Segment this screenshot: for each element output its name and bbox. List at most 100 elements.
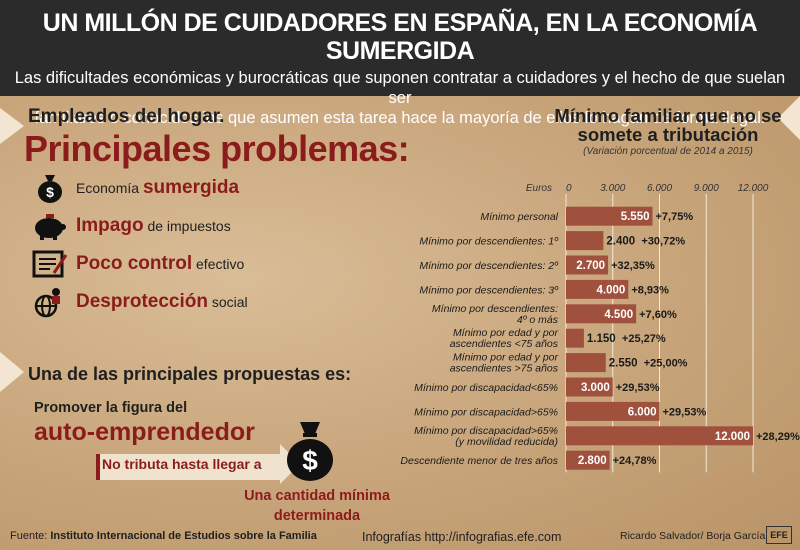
value-label: 2.550: [609, 358, 638, 370]
value-label: 2.800: [578, 455, 607, 467]
category-label: Mínimo por discapacidad<65%: [414, 382, 558, 394]
efe-logo: EFE: [766, 526, 792, 544]
promote-text: Promover la figura del: [34, 400, 188, 416]
header-banner: UN MILLÓN DE CUIDADORES EN ESPAÑA, EN LA…: [0, 0, 800, 127]
no-tributa-text: No tributa hasta llegar a: [102, 456, 262, 472]
category-label: ascendientes >75 años: [450, 363, 559, 375]
arrow-tab-icon: [778, 96, 800, 140]
chart-title: Mínimo familiar que no se somete a tribu…: [548, 106, 788, 144]
x-tick-label: 12.000: [738, 183, 769, 194]
svg-text:$: $: [46, 184, 54, 200]
bar: [566, 231, 604, 251]
problem-post: de impuestos: [143, 218, 231, 234]
x-tick-label: 3.000: [600, 183, 625, 194]
change-label: +24,78%: [613, 455, 657, 467]
problem-highlight: sumergida: [142, 177, 240, 198]
category-label: Mínimo por descendientes: 3º: [419, 284, 559, 296]
source-label: Fuente:: [10, 530, 51, 542]
problem-item: Impago de impuestos: [30, 210, 231, 242]
bar: [566, 206, 653, 226]
value-label: 2.400: [606, 236, 635, 248]
change-label: +7,75%: [655, 211, 693, 223]
chart-title-line-1: Mínimo familiar que no se: [554, 105, 782, 126]
value-label: 6.000: [628, 406, 657, 418]
problem-pre: Economía: [76, 180, 143, 196]
bar: [566, 450, 610, 470]
value-label: 5.550: [621, 211, 650, 223]
axis-unit-label: Euros: [526, 183, 552, 194]
page-title: UN MILLÓN DE CUIDADORES EN ESPAÑA, EN LA…: [42, 9, 758, 65]
bar: [566, 279, 629, 299]
category-label: Descendiente menor de tres años: [400, 455, 558, 467]
change-label: +29,53%: [616, 382, 660, 394]
bar: [566, 328, 584, 348]
category-label: Mínimo personal: [480, 211, 558, 223]
section-title: Principales problemas:: [24, 128, 410, 169]
piggy-bank-icon: [30, 210, 70, 242]
change-label: +30,72%: [641, 236, 685, 248]
bar: [566, 377, 613, 397]
value-label: 4.000: [597, 284, 626, 296]
amount-text: Una cantidad mínima determinada: [232, 486, 402, 526]
value-label: 2.700: [576, 260, 605, 272]
change-label: +28,29%: [756, 431, 800, 443]
change-label: +32,35%: [611, 260, 655, 272]
problem-item: $ Economía sumergida: [30, 172, 239, 204]
arrow-tab-icon: [0, 108, 24, 144]
globe-person-icon: [30, 286, 70, 318]
auto-emprendedor-text: auto-emprendedor: [34, 418, 255, 446]
subtitle-line-2: familiares o conocidos los que asumen es…: [34, 109, 766, 127]
no-tributa-banner: [96, 454, 280, 480]
page-subtitle: Las dificultades económicas y burocrátic…: [0, 65, 800, 128]
svg-text:$: $: [302, 445, 318, 476]
category-label: ascendientes <75 años: [450, 338, 559, 350]
change-label: +29,53%: [663, 406, 707, 418]
x-tick-label: 0: [566, 183, 572, 194]
problem-item: Poco control efectivo: [30, 248, 244, 280]
bar: [566, 255, 609, 275]
category-label: Mínimo por descendientes: 1º: [419, 236, 559, 248]
amount-line-1: Una cantidad mínima: [244, 488, 390, 504]
category-label: Mínimo por discapacidad>65%: [414, 406, 558, 418]
value-label: 1.150: [587, 333, 616, 345]
money-bag-icon: $: [30, 172, 70, 204]
chart-title-line-2: somete a tributación: [577, 124, 759, 145]
category-label: Mínimo por descendientes:: [432, 303, 558, 315]
change-label: +25,27%: [622, 333, 666, 345]
change-label: +25,00%: [644, 358, 688, 370]
source-name: Instituto Internacional de Estudios sobr…: [50, 530, 317, 542]
credit-text: Ricardo Salvador/ Borja García: [620, 530, 766, 542]
bar: [566, 426, 753, 446]
category-label: Mínimo por edad y por: [453, 327, 559, 339]
category-label: (y movilidad reducida): [455, 436, 558, 448]
problem-highlight: Desprotección: [76, 291, 208, 312]
bar: [566, 353, 606, 373]
change-label: +8,93%: [631, 284, 669, 296]
problem-item: Desprotección social: [30, 286, 248, 318]
amount-line-2: determinada: [273, 508, 361, 524]
change-label: +7,60%: [639, 309, 677, 321]
category-label: 4º o más: [517, 314, 559, 326]
problem-post: efectivo: [192, 256, 245, 272]
arrow-tab-icon: [0, 352, 24, 392]
value-label: 3.000: [581, 382, 610, 394]
document-check-icon: [30, 248, 70, 280]
x-tick-label: 9.000: [694, 183, 719, 194]
category-label: Mínimo por descendientes: 2º: [419, 260, 559, 272]
value-label: 12.000: [715, 431, 750, 443]
proposal-title: Una de las principales propuestas es:: [28, 364, 352, 384]
money-bag-large-icon: $: [284, 420, 336, 487]
value-label: 4.500: [604, 309, 633, 321]
bar: [566, 401, 660, 421]
problem-post: social: [207, 294, 248, 310]
x-tick-label: 6.000: [647, 183, 672, 194]
problem-highlight: Impago: [76, 215, 144, 236]
category-label: Mínimo por discapacidad>65%: [414, 425, 558, 437]
category-label: Mínimo por edad y por: [453, 352, 559, 364]
subtitle-line-1: Las dificultades económicas y burocrátic…: [14, 69, 786, 107]
chart-subtitle: (Variación porcentual de 2014 a 2015): [583, 146, 753, 157]
infografias-link[interactable]: Infografías http://infografias.efe.com: [362, 530, 562, 544]
problem-highlight: Poco control: [76, 253, 193, 274]
source-note: Fuente: Instituto Internacional de Estud…: [10, 530, 317, 542]
